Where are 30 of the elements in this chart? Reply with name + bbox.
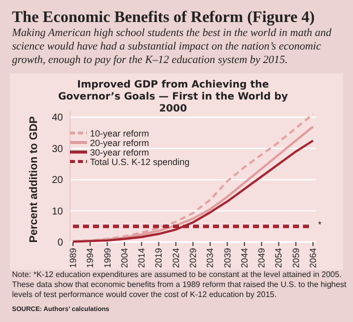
x-tick-label: 2044: [239, 248, 250, 268]
y-tick-label: 20: [52, 175, 64, 186]
legend-label: 10-year reform: [90, 128, 150, 138]
x-tick-label: 2019: [154, 248, 164, 268]
x-tick-label: 2024: [170, 248, 181, 268]
chart-subtitle: Making American high school students the best in the world in math and science would have had a substantial impact on the nation’s economic growth, enough to pay for the K–12 education system by 2015.: [11, 27, 332, 66]
x-tick-label: 2034: [205, 248, 216, 268]
x-tick-label: 1999: [102, 248, 112, 268]
x-tick-label: 2059: [290, 248, 301, 268]
x-tick-label: 2029: [188, 248, 198, 268]
annotation: Improved GDP from Achieving the Governor’s Goals — First in the World by 2000: [58, 80, 288, 114]
annotation: *: [318, 219, 322, 230]
x-tick-label: 2004: [119, 248, 130, 268]
y-tick-label: 0: [57, 238, 64, 248]
x-tick-label: 2014: [136, 248, 147, 268]
y-axis-title: Percent addition to GDP: [28, 116, 40, 243]
y-tick-label: 30: [52, 144, 64, 155]
legend-label: 30-year reform: [90, 148, 150, 158]
chart-title: The Economic Benefits of Reform (Figure 4): [12, 9, 315, 26]
x-tick-label: 2064: [308, 248, 318, 268]
legend-label: 20-year reform: [90, 138, 150, 148]
legend-label: Total U.S. K-12 spending: [90, 157, 190, 167]
y-tick-label: 40: [52, 112, 64, 124]
x-tick-label: 2049: [256, 248, 267, 268]
x-tick-label: 1989: [68, 248, 78, 268]
text: Note: *K-12 education expenditures are assumed to be constant at the level attained in 2005. These data show that economic benefits from a 1989 reform that raised the U.S. to the highest levels of test performance would cover the cost of K-12 education by 2015.: [12, 270, 348, 299]
x-tick-label: 2054: [274, 248, 284, 268]
x-tick-label: 1994: [85, 248, 96, 268]
x-tick-label: 2039: [222, 248, 232, 268]
y-tick-label: 10: [52, 206, 64, 218]
